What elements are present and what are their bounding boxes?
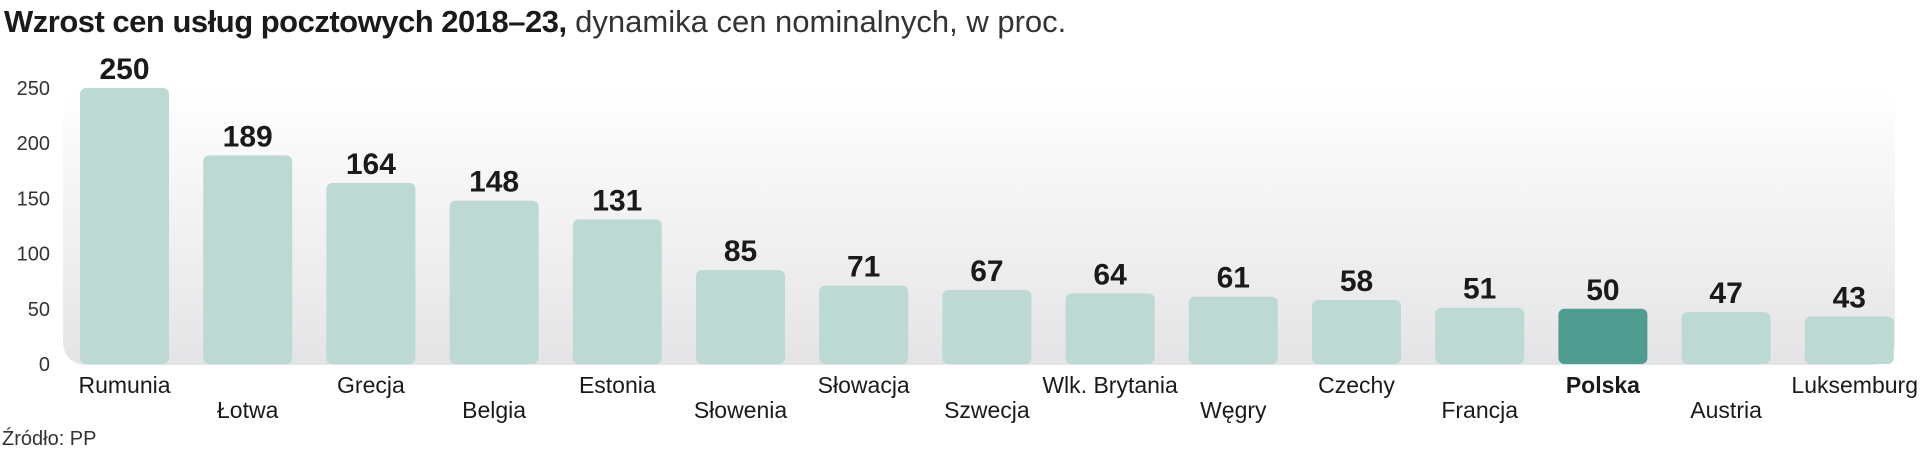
value-label: 164 — [346, 148, 396, 181]
category-label: Węgry — [1200, 397, 1267, 423]
value-label: 64 — [1093, 258, 1127, 291]
chart-title-bold: Wzrost cen usług pocztowych 2018–23, — [4, 4, 567, 39]
bar — [1681, 312, 1771, 364]
bar — [1804, 316, 1894, 364]
category-label: Łotwa — [217, 397, 279, 423]
category-label: Słowacja — [818, 372, 910, 398]
value-label: 131 — [592, 184, 642, 217]
value-label: 61 — [1217, 262, 1250, 295]
value-label: 50 — [1586, 274, 1619, 307]
y-tick-label: 50 — [28, 299, 50, 321]
bar — [1558, 308, 1648, 364]
y-tick-label: 0 — [39, 354, 50, 376]
y-tick-label: 150 — [17, 188, 50, 210]
bar — [80, 88, 169, 364]
value-labels: 250 189 164 148 131 85 71 67 64 61 58 51 50 47 43 — [99, 53, 1866, 315]
bar — [1065, 293, 1155, 364]
source-note: Źródło: PP — [2, 428, 97, 450]
chart-title: Wzrost cen usług pocztowych 2018–23, dyn… — [4, 2, 1066, 42]
value-label: 189 — [223, 120, 273, 153]
category-label: Rumunia — [78, 372, 170, 398]
value-label: 51 — [1463, 273, 1496, 306]
category-labels: Rumunia Łotwa Grecja Belgia Estonia Słowenia S… — [78, 372, 1918, 423]
category-label: Belgia — [462, 397, 526, 423]
bar — [819, 285, 909, 364]
category-label: Grecja — [337, 372, 405, 398]
bar — [696, 270, 785, 364]
category-label: Wlk. Brytania — [1042, 372, 1178, 398]
value-label: 67 — [970, 255, 1003, 288]
value-label: 43 — [1833, 282, 1866, 315]
y-tick-label: 250 — [17, 78, 50, 100]
value-label: 71 — [847, 251, 880, 284]
value-label: 85 — [724, 235, 757, 268]
bar — [572, 219, 662, 364]
value-label: 47 — [1709, 277, 1742, 310]
bar — [203, 155, 293, 364]
bars — [80, 88, 1894, 364]
bar — [1435, 307, 1525, 364]
y-tick-label: 200 — [17, 133, 50, 155]
category-label: Szwecja — [944, 397, 1030, 423]
y-tick-label: 100 — [17, 244, 50, 266]
value-label: 148 — [469, 166, 519, 199]
bar — [449, 200, 539, 364]
bar — [942, 290, 1032, 364]
value-label: 250 — [99, 53, 149, 86]
category-label: Czechy — [1318, 372, 1395, 398]
value-label: 58 — [1340, 265, 1373, 298]
chart-title-subtitle: dynamika cen nominalnych, w proc. — [566, 4, 1067, 39]
category-label: Polska — [1566, 372, 1640, 398]
category-label: Słowenia — [694, 397, 788, 423]
bar — [326, 182, 416, 364]
bar — [1188, 296, 1278, 364]
bar — [1312, 299, 1401, 364]
y-axis: 0 50 100 150 200 250 — [17, 78, 50, 376]
category-label: Francja — [1441, 397, 1518, 423]
category-label: Luksemburg — [1791, 372, 1918, 398]
category-label: Austria — [1690, 397, 1762, 423]
category-label: Estonia — [579, 372, 656, 398]
